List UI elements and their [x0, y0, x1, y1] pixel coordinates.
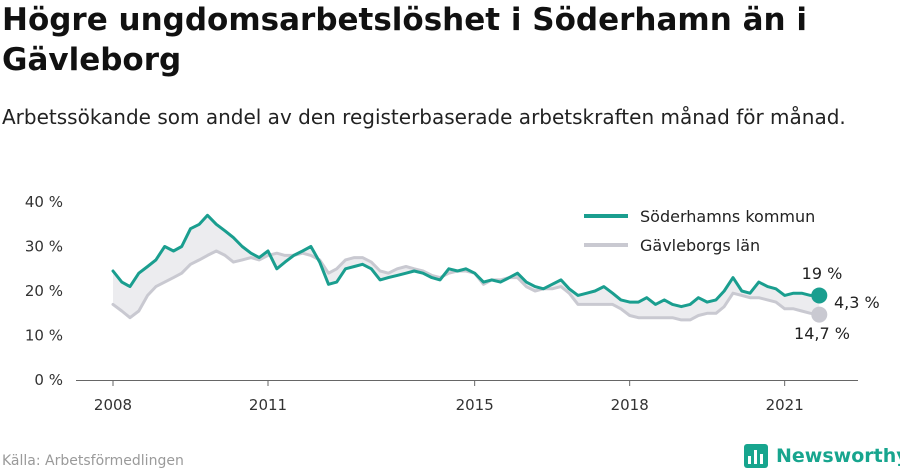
brand-name: Newsworthy [776, 445, 900, 467]
y-tick-label: 0 % [34, 371, 63, 389]
x-tick-label: 2008 [94, 396, 132, 414]
bar-chart-logo-icon [744, 444, 768, 468]
legend: Söderhamns kommun Gävleborgs län [584, 207, 815, 255]
legend-label-soderhamn: Söderhamns kommun [640, 207, 815, 226]
legend-label-gavleborg: Gävleborgs län [640, 236, 760, 255]
series-lines [111, 213, 821, 322]
source-note: Källa: Arbetsförmedlingen [2, 453, 184, 469]
x-tick-label: 2018 [611, 396, 649, 414]
y-tick-label: 30 % [25, 238, 63, 256]
end-label-gavleborg: 14,7 % [794, 324, 850, 343]
x-tick-label: 2021 [766, 396, 804, 414]
difference-label: 4,3 % [834, 293, 880, 312]
y-tick-label: 20 % [25, 282, 63, 300]
x-tick-label: 2015 [456, 396, 494, 414]
x-tick-label: 2011 [249, 396, 287, 414]
chart-title: Högre ungdomsarbetslöshet i Söderhamn än… [2, 2, 807, 78]
endpoints [811, 287, 828, 323]
x-axis: 2008 2011 2015 2018 2021 [76, 380, 858, 414]
chart-subtitle: Arbetssökande som andel av den registerb… [2, 105, 846, 129]
series-line-gavleborg [111, 249, 821, 322]
y-tick-label: 40 % [25, 193, 63, 211]
end-label-soderhamn: 19 % [802, 264, 843, 283]
endpoint-soderhamn [811, 287, 828, 304]
annotations: 19 % 4,3 % 14,7 % [794, 264, 880, 343]
brand-logo: Newsworthy [744, 442, 900, 470]
y-axis: 0 % 10 % 20 % 30 % 40 % [25, 193, 63, 389]
endpoint-gavleborg [811, 306, 828, 323]
series-line-soderhamn [111, 213, 821, 309]
y-tick-label: 10 % [25, 327, 63, 345]
